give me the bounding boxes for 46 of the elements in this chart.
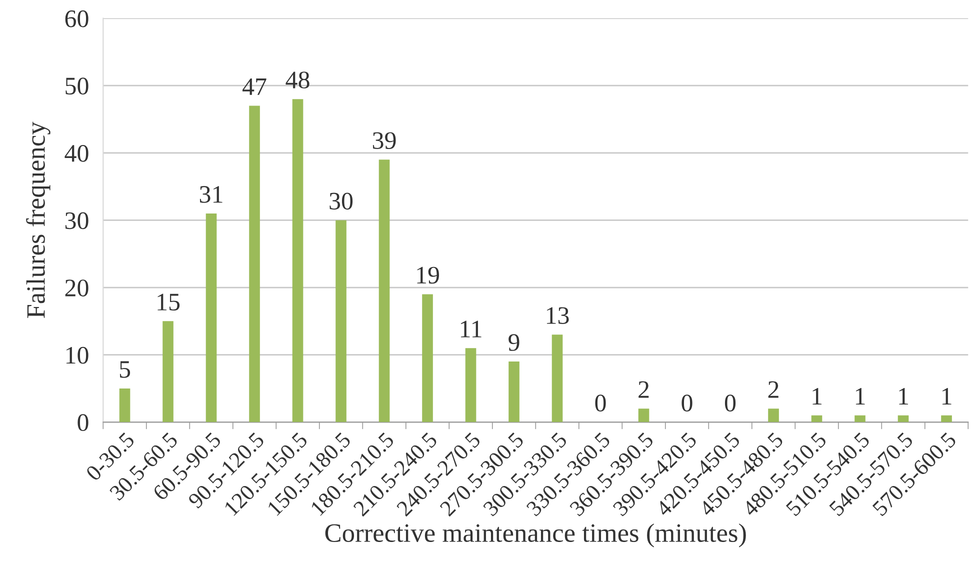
bar bbox=[465, 348, 476, 422]
y-tick-label: 0 bbox=[78, 414, 88, 432]
data-label: 11 bbox=[460, 320, 482, 338]
y-tick-label: 20 bbox=[65, 280, 88, 296]
data-label: 0 bbox=[682, 394, 692, 412]
x-axis-title: Corrective maintenance times (minutes) bbox=[325, 523, 746, 548]
data-label: 2 bbox=[638, 381, 649, 398]
y-tick-label: 60 bbox=[65, 10, 88, 28]
y-axis-title: Failures frequency bbox=[26, 122, 50, 318]
bar bbox=[378, 160, 390, 422]
data-label: 47 bbox=[242, 78, 266, 95]
data-label: 2 bbox=[768, 381, 778, 398]
bar bbox=[811, 415, 822, 422]
data-label: 1 bbox=[812, 388, 822, 405]
data-label: 1 bbox=[899, 388, 908, 405]
data-label: 39 bbox=[372, 132, 396, 150]
bar bbox=[162, 321, 174, 422]
bar bbox=[206, 213, 217, 422]
bar bbox=[249, 106, 260, 422]
data-label: 0 bbox=[724, 394, 736, 412]
y-tick-label: 40 bbox=[64, 144, 88, 162]
data-label: 0 bbox=[595, 394, 606, 412]
data-label: 9 bbox=[508, 334, 520, 351]
data-label: 1 bbox=[942, 388, 952, 405]
bar bbox=[898, 415, 909, 422]
y-tick-label: 50 bbox=[66, 78, 88, 95]
bar bbox=[854, 415, 866, 422]
data-label: 30 bbox=[330, 192, 353, 210]
bar bbox=[422, 294, 433, 422]
bar bbox=[941, 415, 952, 422]
data-label: 31 bbox=[200, 186, 222, 203]
bar bbox=[552, 334, 563, 422]
y-tick-label: 10 bbox=[66, 346, 88, 364]
bar bbox=[336, 220, 346, 422]
data-label: 13 bbox=[546, 307, 569, 324]
bar bbox=[508, 362, 520, 422]
data-label: 15 bbox=[158, 294, 180, 311]
bar bbox=[768, 408, 779, 422]
data-label: 19 bbox=[417, 266, 439, 284]
bar bbox=[119, 388, 130, 422]
y-tick-label: 30 bbox=[65, 212, 88, 230]
data-label: 1 bbox=[856, 388, 865, 405]
bar bbox=[292, 99, 304, 422]
data-label: 5 bbox=[120, 361, 130, 378]
bar bbox=[638, 408, 650, 422]
data-label: 48 bbox=[286, 72, 310, 88]
